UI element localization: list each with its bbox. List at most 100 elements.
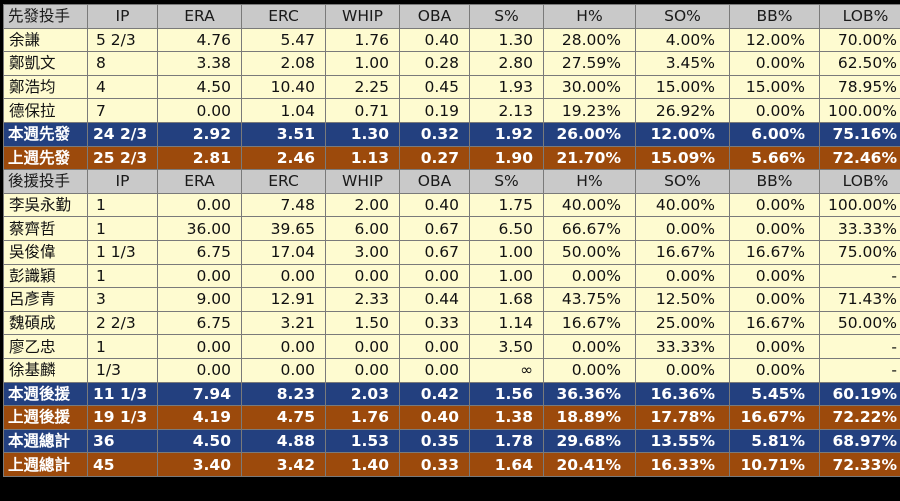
starters-last-week-row: 上週先發 25 2/3 2.81 2.46 1.13 0.27 1.90 21.70% 15.0… <box>3 145 900 171</box>
stat-cell: 2.13 <box>469 98 544 123</box>
column-header: BB% <box>729 169 820 194</box>
stat-cell: 68.97% <box>819 428 900 454</box>
stat-cell: 100.00% <box>819 192 900 218</box>
stat-cell: 36.36% <box>543 381 636 407</box>
stat-cell: 2.08 <box>241 51 326 76</box>
stat-cell: 1.75 <box>469 192 544 218</box>
stat-cell: 0.00% <box>729 98 820 123</box>
row-label: 上週後援 <box>3 405 88 430</box>
stat-cell: 0.00% <box>729 263 820 289</box>
row-label: 蔡齊哲 <box>3 216 88 241</box>
stat-cell: 0.00% <box>635 216 730 241</box>
column-header: IP <box>87 169 158 194</box>
stat-cell: 18.89% <box>543 405 636 430</box>
column-header: H% <box>543 4 636 29</box>
reliever-row: 呂彥青 3 9.00 12.91 2.33 0.44 1.68 43.75% 12.50% 0.0… <box>3 287 900 312</box>
reliever-row: 吳俊偉 1 1/3 6.75 17.04 3.00 0.67 1.00 50.00% 16.67… <box>3 239 900 265</box>
stat-cell: 0.44 <box>399 287 470 312</box>
stat-cell: 1 1/3 <box>87 239 158 265</box>
stat-cell: 4.88 <box>241 428 326 454</box>
stat-cell: 2.25 <box>325 74 400 100</box>
stat-cell: 6.00 <box>325 216 400 241</box>
relievers-last-week-row: 上週後援 19 1/3 4.19 4.75 1.76 0.40 1.38 18.89% 17.7… <box>3 405 900 430</box>
stat-cell: 3.21 <box>241 310 326 336</box>
stat-cell: 39.65 <box>241 216 326 241</box>
row-label: 本週總計 <box>3 428 88 454</box>
stat-cell: 27.59% <box>543 51 636 76</box>
stat-cell: 0.00 <box>399 263 470 289</box>
stat-cell: 1 <box>87 263 158 289</box>
stat-cell: 72.33% <box>819 452 900 477</box>
stat-cell: 1.14 <box>469 310 544 336</box>
stat-cell: 33.33% <box>635 334 730 359</box>
column-header: LOB% <box>819 169 900 194</box>
row-label: 本週後援 <box>3 381 88 407</box>
stat-cell: 0.00 <box>399 334 470 359</box>
stat-cell: 1.00 <box>469 239 544 265</box>
stat-cell: 3.40 <box>157 452 242 477</box>
starters-header-row: 先發投手 IP ERA ERC WHIP OBA S% H% SO% BB% LOB% <box>3 4 900 29</box>
stat-cell: 75.00% <box>819 239 900 265</box>
reliever-row: 魏碩成 2 2/3 6.75 3.21 1.50 0.33 1.14 16.67% 25.00%… <box>3 310 900 336</box>
stat-cell: 0.00 <box>241 334 326 359</box>
stat-cell: 2 2/3 <box>87 310 158 336</box>
stat-cell: 0.00% <box>729 357 820 383</box>
column-header: ERC <box>241 4 326 29</box>
stat-cell: 1/3 <box>87 357 158 383</box>
stat-cell: 9.00 <box>157 287 242 312</box>
stat-cell: 19.23% <box>543 98 636 123</box>
column-header: ERC <box>241 169 326 194</box>
stat-cell: 2.03 <box>325 381 400 407</box>
stat-cell: 4 <box>87 74 158 100</box>
stat-cell: 62.50% <box>819 51 900 76</box>
stat-cell: ∞ <box>469 357 544 383</box>
section-title: 後援投手 <box>3 169 88 194</box>
stat-cell: 12.91 <box>241 287 326 312</box>
stat-cell: 2.80 <box>469 51 544 76</box>
stat-cell: 0.00 <box>325 263 400 289</box>
stat-cell: 72.46% <box>819 145 900 171</box>
row-label: 上週總計 <box>3 452 88 477</box>
stat-cell: 0.00 <box>241 263 326 289</box>
stat-cell: 0.00% <box>729 51 820 76</box>
stat-cell: 2.33 <box>325 287 400 312</box>
stat-cell: 20.41% <box>543 452 636 477</box>
stat-cell: 10.40 <box>241 74 326 100</box>
pitching-stats-table: 先發投手 IP ERA ERC WHIP OBA S% H% SO% BB% LOB% 余謙 5 2/3… <box>3 4 900 477</box>
stat-cell: 60.19% <box>819 381 900 407</box>
stat-cell: 3 <box>87 287 158 312</box>
stat-cell: 0.00 <box>157 192 242 218</box>
stat-cell: 26.92% <box>635 98 730 123</box>
stat-cell: 1.76 <box>325 405 400 430</box>
stat-cell: 1.30 <box>469 27 544 53</box>
column-header: LOB% <box>819 4 900 29</box>
stat-cell: 1.53 <box>325 428 400 454</box>
stat-cell: 7.48 <box>241 192 326 218</box>
stat-cell: 0.67 <box>399 239 470 265</box>
stat-cell: 28.00% <box>543 27 636 53</box>
stat-cell: 75.16% <box>819 121 900 147</box>
stat-cell: 1.64 <box>469 452 544 477</box>
stat-cell: 1 <box>87 334 158 359</box>
stat-cell: 3.51 <box>241 121 326 147</box>
stat-cell: 1.04 <box>241 98 326 123</box>
stat-cell: 0.00 <box>325 334 400 359</box>
stat-cell: 0.33 <box>399 310 470 336</box>
stat-cell: 45 <box>87 452 158 477</box>
starter-row: 德保拉 7 0.00 1.04 0.71 0.19 2.13 19.23% 26.92% 0.00… <box>3 98 900 123</box>
stat-cell: 10.71% <box>729 452 820 477</box>
column-header: IP <box>87 4 158 29</box>
stat-cell: 0.45 <box>399 74 470 100</box>
stat-cell: 71.43% <box>819 287 900 312</box>
stat-cell: 1.00 <box>469 263 544 289</box>
reliever-row: 徐基麟 1/3 0.00 0.00 0.00 0.00 ∞ 0.00% 0.00% 0.00% - <box>3 357 900 383</box>
stat-cell: 30.00% <box>543 74 636 100</box>
stat-cell: 5.66% <box>729 145 820 171</box>
stat-cell: 4.75 <box>241 405 326 430</box>
stat-cell: 0.00% <box>729 192 820 218</box>
stat-cell: 43.75% <box>543 287 636 312</box>
row-label: 余謙 <box>3 27 88 53</box>
stat-cell: 1.90 <box>469 145 544 171</box>
stat-cell: 0.00% <box>543 357 636 383</box>
stat-cell: 16.67% <box>729 239 820 265</box>
